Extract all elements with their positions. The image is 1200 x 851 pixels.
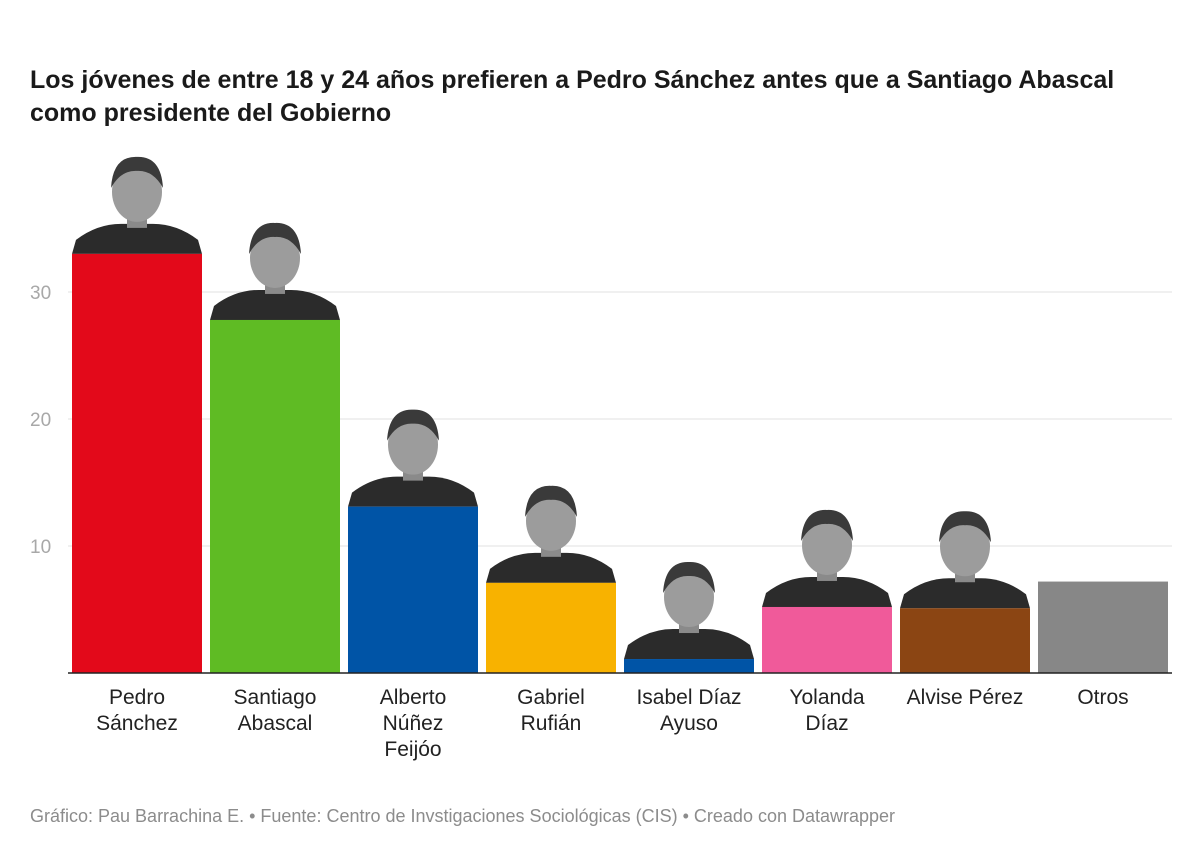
y-tick-label: 10: [30, 537, 51, 558]
source-footer: Gráfico: Pau Barrachina E. • Fuente: Cen…: [30, 806, 896, 826]
portrait-photo: [72, 156, 202, 254]
bar: [72, 253, 202, 673]
bar: [762, 606, 892, 673]
x-category-label: Santiago Abascal: [234, 686, 317, 735]
portrait-photo: [624, 561, 754, 660]
bar: [624, 659, 754, 673]
y-tick-label: 30: [30, 283, 51, 304]
x-category-label: Yolanda Díaz: [789, 686, 864, 735]
portrait-photo: [900, 511, 1030, 609]
portrait-photo: [762, 509, 892, 607]
chart-title: Los jóvenes de entre 18 y 24 años prefie…: [30, 66, 1115, 127]
bar: [1038, 581, 1168, 673]
x-category-label: Isabel Díaz Ayuso: [636, 686, 741, 735]
portrait-photo: [348, 409, 478, 507]
portrait-photo: [210, 222, 340, 320]
bar: [348, 506, 478, 673]
bar: [486, 582, 616, 673]
y-tick-label: 20: [30, 410, 51, 431]
x-category-label: Gabriel Rufián: [517, 686, 585, 735]
x-category-label: Pedro Sánchez: [96, 686, 178, 735]
portrait-photo: [486, 485, 616, 583]
bar: [210, 319, 340, 673]
x-category-label: Alvise Pérez: [907, 686, 1024, 709]
x-category-label: Otros: [1077, 686, 1128, 709]
bar: [900, 608, 1030, 673]
x-category-label: Alberto Núñez Feijóo: [380, 686, 447, 761]
